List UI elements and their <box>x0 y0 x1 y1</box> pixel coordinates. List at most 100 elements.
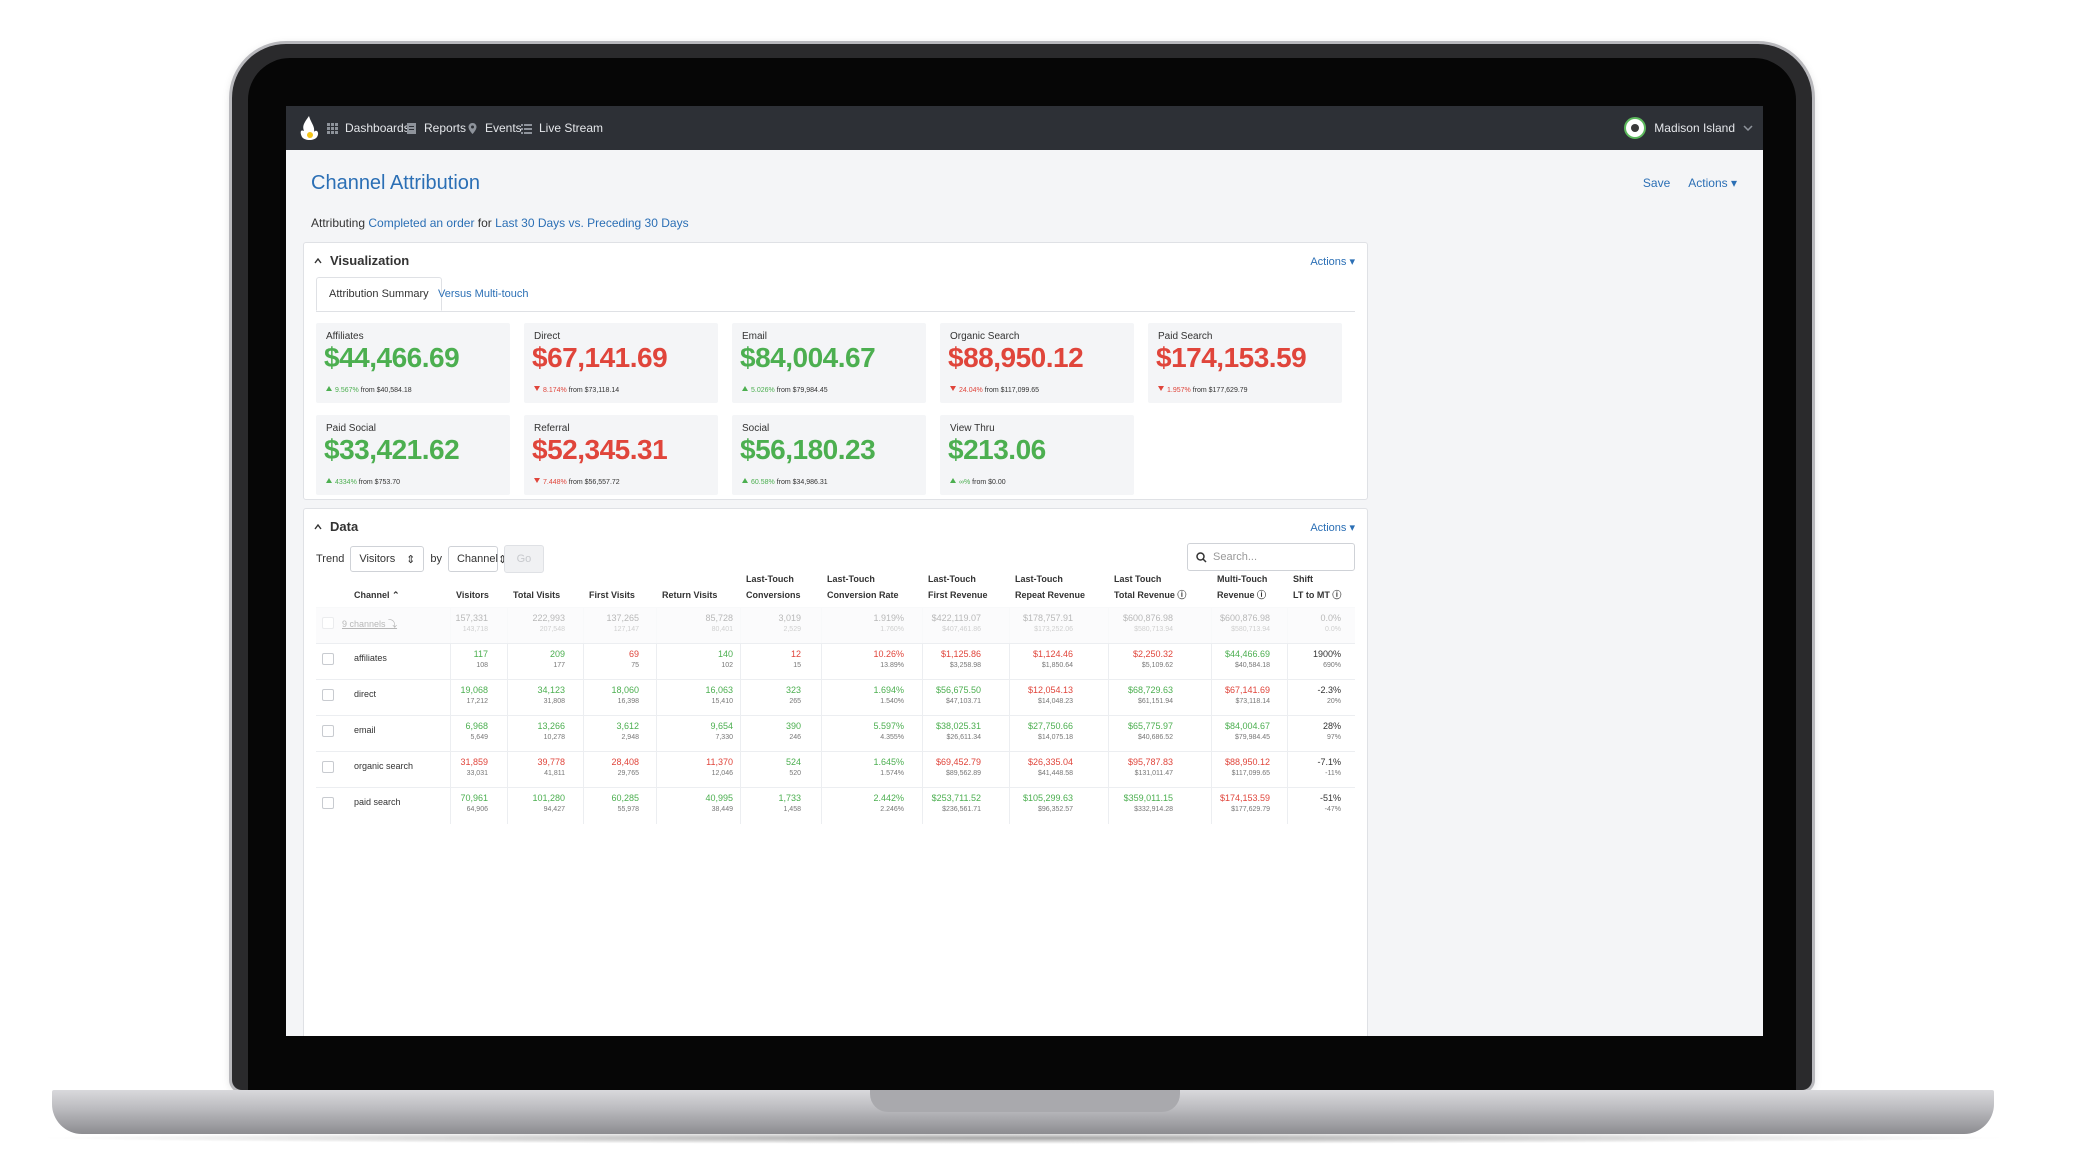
column-header[interactable]: Visitors <box>456 587 489 603</box>
summary-card[interactable]: Email $84,004.67 5.026% from $79,984.45 <box>732 323 926 403</box>
column-header[interactable]: First Visits <box>589 587 635 603</box>
tab-attribution-summary[interactable]: Attribution Summary <box>316 277 442 311</box>
table-row[interactable]: paid search 70,961 64,906 101,280 94,427 60,2… <box>316 787 1355 824</box>
brand-logo-icon[interactable] <box>294 113 324 143</box>
cell-current-value: 2.442% <box>873 793 904 803</box>
visualization-header[interactable]: Visualization <box>314 253 409 268</box>
column-divider <box>922 788 923 824</box>
card-label: Social <box>742 423 770 434</box>
cell-previous-value: 2,529 <box>783 626 801 633</box>
group-by-select[interactable]: Channel ⇕ <box>447 546 507 572</box>
summary-card[interactable]: Social $56,180.23 60.58% from $34,986.31 <box>732 415 926 495</box>
cell-previous-value: 75 <box>631 662 639 669</box>
table-cell: $56,675.50 $47,103.71 <box>936 684 981 708</box>
card-label: Affiliates <box>326 331 364 342</box>
column-header[interactable]: Shift LT to MT ⓘ <box>1293 571 1341 603</box>
column-divider <box>1287 716 1288 752</box>
page-actions-menu[interactable]: Actions ▾ <box>1688 176 1737 190</box>
tab-versus-multi-touch[interactable]: Versus Multi-touch <box>438 288 529 300</box>
column-header[interactable]: Last-Touch First Revenue <box>928 571 988 603</box>
column-divider <box>583 716 584 752</box>
trend-select[interactable]: Visitors ⇕ <box>350 546 425 572</box>
cell-current-value: 1.919% <box>873 613 904 623</box>
cell-current-value: $178,757.91 <box>1022 613 1073 623</box>
table-cell: $95,787.83 $131,011.47 <box>1128 756 1173 780</box>
summary-card[interactable]: Referral $52,345.31 7.448% from $56,557.72 <box>524 415 718 495</box>
table-cell: 137,265 127,147 <box>606 612 639 636</box>
column-header-line: First Visits <box>589 590 635 600</box>
save-button[interactable]: Save <box>1642 176 1671 190</box>
date-range-link[interactable]: Last 30 Days vs. Preceding 30 Days <box>495 216 689 230</box>
go-button[interactable]: Go <box>503 545 544 573</box>
user-menu[interactable]: Madison Island <box>1624 106 1753 150</box>
cell-previous-value: 15 <box>793 662 801 669</box>
column-divider <box>507 752 508 788</box>
cell-current-value: 11,370 <box>706 757 733 767</box>
column-header[interactable]: Last-Touch Conversion Rate <box>827 571 899 603</box>
nav-live-stream-label: Live Stream <box>539 121 604 135</box>
cell-previous-value: 143,718 <box>462 626 488 633</box>
card-value: $56,180.23 <box>740 434 876 465</box>
row-checkbox[interactable] <box>322 797 334 809</box>
column-divider <box>821 788 822 824</box>
row-checkbox[interactable] <box>322 725 334 737</box>
row-checkbox[interactable] <box>322 761 334 773</box>
cell-previous-value: 207,548 <box>539 626 565 633</box>
table-row[interactable]: organic search 31,859 33,031 39,778 41,811 28… <box>316 751 1355 788</box>
channel-name[interactable]: 9 channels ⤵ <box>342 619 398 629</box>
summary-card[interactable]: Organic Search $88,950.12 24.04% from $117… <box>940 323 1134 403</box>
table-cell: 39,778 41,811 <box>537 756 565 780</box>
cell-previous-value: $96,352.57 <box>1037 806 1073 813</box>
nav-events[interactable]: Events <box>467 106 522 150</box>
column-header-line: Last-Touch <box>928 574 976 584</box>
table-row[interactable]: affiliates 117 108 209 177 69 75 140 102 12 15 10.2… <box>316 643 1355 680</box>
cell-current-value: 157,331 <box>455 613 488 623</box>
column-header[interactable]: Total Visits <box>513 587 560 603</box>
table-row[interactable]: direct 19,068 17,212 34,123 31,808 18,060 16,3… <box>316 679 1355 716</box>
cell-current-value: $69,452.79 <box>935 757 981 767</box>
column-header[interactable]: Last-Touch Repeat Revenue <box>1015 571 1085 603</box>
data-header[interactable]: Data <box>314 519 358 534</box>
column-header[interactable]: Last-Touch Conversions <box>746 571 801 603</box>
card-label: Referral <box>534 423 570 434</box>
summary-card[interactable]: Affiliates $44,466.69 9.567% from $40,584.… <box>316 323 510 403</box>
row-checkbox[interactable] <box>322 617 334 629</box>
card-change: 24.04% from $117,099.65 <box>950 386 1039 394</box>
summary-card[interactable]: Paid Social $33,421.62 4334% from $753.70 <box>316 415 510 495</box>
event-link[interactable]: Completed an order <box>368 216 475 230</box>
visualization-title: Visualization <box>330 253 410 268</box>
summary-card[interactable]: Direct $67,141.69 8.174% from $73,118.14 <box>524 323 718 403</box>
nav-live-stream[interactable]: Live Stream <box>521 106 603 150</box>
table-row[interactable]: email 6,968 5,649 13,266 10,278 3,612 2,948 9,6… <box>316 715 1355 752</box>
cell-current-value: 28% <box>1322 721 1341 731</box>
aggregate-row[interactable]: 9 channels ⤵ 157,331 143,718 222,993 207,548… <box>316 607 1355 644</box>
column-divider <box>1211 752 1212 788</box>
column-header[interactable]: Return Visits <box>662 587 717 603</box>
nav-dashboards[interactable]: Dashboards <box>327 106 410 150</box>
cell-previous-value: 1.540% <box>880 698 904 705</box>
channel-name: organic search <box>354 761 414 771</box>
column-header[interactable]: Last Touch Total Revenue ⓘ <box>1114 571 1186 603</box>
visualization-actions-menu[interactable]: Actions ▾ <box>1310 255 1355 268</box>
column-header[interactable]: Multi-Touch Revenue ⓘ <box>1217 571 1267 603</box>
search-input[interactable]: Search... <box>1187 543 1355 571</box>
column-divider <box>1108 716 1109 752</box>
cell-current-value: 18,060 <box>611 685 639 695</box>
row-checkbox[interactable] <box>322 653 334 665</box>
summary-card[interactable]: View Thru $213.06 ∞% from $0.00 <box>940 415 1134 495</box>
card-change-from: from $79,984.45 <box>774 387 828 394</box>
card-change-percent: 60.58% <box>751 479 775 486</box>
data-actions-menu[interactable]: Actions ▾ <box>1310 521 1355 534</box>
column-header[interactable]: Channel ⌃ <box>354 587 400 603</box>
column-header-line: Shift <box>1293 574 1313 584</box>
nav-reports[interactable]: Reports <box>406 106 466 150</box>
cell-previous-value: $407,461.86 <box>942 626 981 633</box>
table-cell: 524 520 <box>786 756 801 780</box>
row-checkbox[interactable] <box>322 689 334 701</box>
visualization-tabs: Attribution Summary Versus Multi-touch <box>316 277 1355 312</box>
caret-up-icon <box>314 257 322 263</box>
cell-previous-value: 97% <box>1326 734 1341 741</box>
column-divider <box>450 644 451 680</box>
cell-current-value: $38,025.31 <box>935 721 981 731</box>
summary-card[interactable]: Paid Search $174,153.59 1.957% from $177,6… <box>1148 323 1342 403</box>
